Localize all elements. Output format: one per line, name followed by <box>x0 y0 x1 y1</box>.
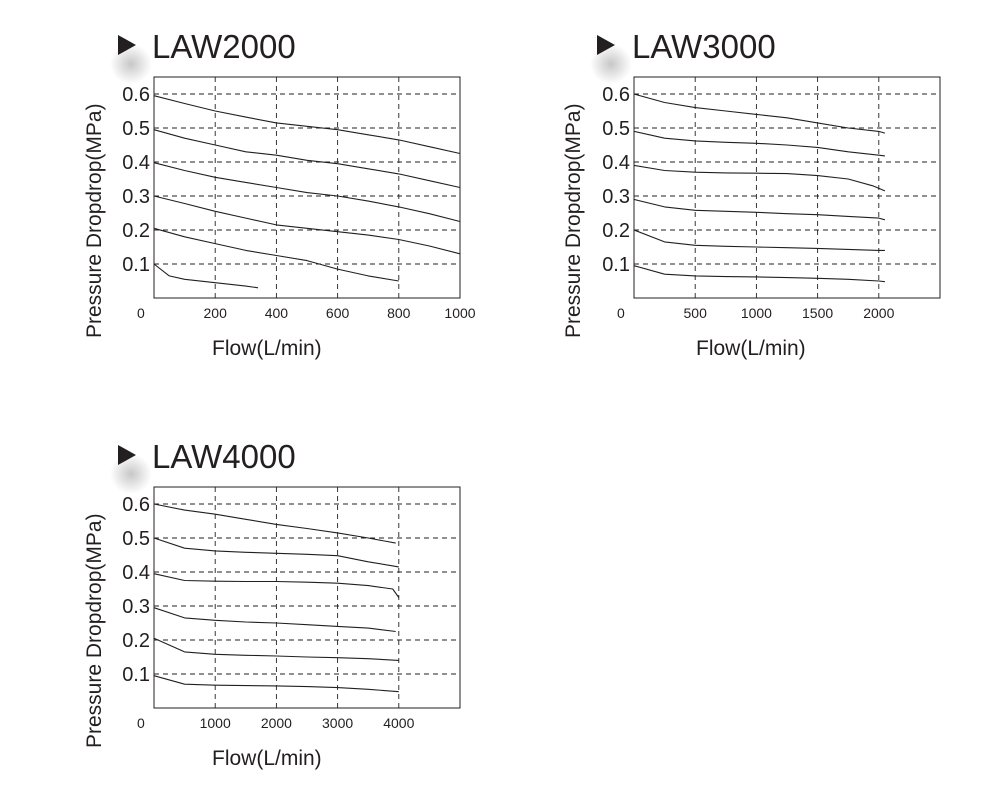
chart-plot-law4000: 0.1 0.2 0.3 0.4 0.5 0.6 0 1000 2000 3000 4000 <box>122 486 461 731</box>
x-tick-label: 4000 <box>383 715 414 731</box>
x-tick-label: 0 <box>617 305 625 321</box>
y-tick-label: 0.4 <box>122 152 150 174</box>
chart-title: LAW2000 <box>152 28 296 65</box>
chart-title: LAW3000 <box>632 28 776 65</box>
series-line-5 <box>153 637 399 661</box>
series-line-5 <box>633 229 885 251</box>
x-tick-label: 0 <box>137 305 145 321</box>
y-tick-label: 0.3 <box>122 186 150 208</box>
series-line-1 <box>153 95 461 155</box>
x-tick-label: 400 <box>265 305 289 321</box>
series-line-4 <box>153 607 396 633</box>
y-tick-label: 0.5 <box>602 118 630 140</box>
series-line-2 <box>153 537 399 568</box>
y-tick-label: 0.2 <box>122 630 150 652</box>
x-tick-label: 500 <box>684 305 708 321</box>
y-tick-label: 0.4 <box>122 562 150 584</box>
series-line-2 <box>633 130 885 157</box>
x-tick-label: 0 <box>137 715 145 731</box>
y-tick-label: 0.5 <box>122 118 150 140</box>
x-tick-label: 200 <box>204 305 228 321</box>
x-tick-label: 1500 <box>802 305 833 321</box>
series-line-3 <box>153 162 461 223</box>
y-tick-label: 0.1 <box>602 254 630 276</box>
chart-plot-law3000: 0.1 0.2 0.3 0.4 0.5 0.6 0 500 1000 1500 2000 <box>602 76 941 321</box>
x-tick-label: 1000 <box>200 715 231 731</box>
y-tick-label: 0.6 <box>602 84 630 106</box>
series-line-6 <box>153 263 259 289</box>
y-tick-label: 0.6 <box>122 494 150 516</box>
x-tick-label: 3000 <box>322 715 353 731</box>
play-triangle-icon <box>118 445 136 465</box>
series-line-6 <box>633 265 885 283</box>
x-tick-label: 2000 <box>863 305 894 321</box>
chart-plot-law2000: 0.1 0.2 0.3 0.4 0.5 0.6 0 200 400 600 800 1000 <box>122 76 476 321</box>
chart-title: LAW4000 <box>152 438 296 475</box>
series-line-3 <box>633 164 886 192</box>
y-tick-label: 0.5 <box>122 528 150 550</box>
series-line-4 <box>153 195 461 255</box>
y-tick-label: 0.1 <box>122 664 150 686</box>
plot-frame <box>153 486 461 709</box>
x-axis-label: Flow(L/min) <box>212 337 322 360</box>
plot-frame <box>633 76 941 299</box>
x-axis-label: Flow(L/min) <box>212 747 322 770</box>
x-axis-label: Flow(L/min) <box>696 337 806 360</box>
series-line-5 <box>153 227 399 282</box>
plot-frame <box>153 76 461 299</box>
y-tick-label: 0.3 <box>602 186 630 208</box>
series-line-1 <box>153 503 396 544</box>
x-tick-label: 800 <box>387 305 411 321</box>
series-line-1 <box>633 93 886 134</box>
x-tick-label: 1000 <box>741 305 772 321</box>
y-tick-label: 0.3 <box>122 596 150 618</box>
y-tick-label: 0.2 <box>122 220 150 242</box>
x-tick-label: 1000 <box>444 305 475 321</box>
series-line-2 <box>153 129 461 189</box>
series-line-6 <box>153 675 399 693</box>
y-tick-label: 0.4 <box>602 152 630 174</box>
series-line-3 <box>153 573 400 598</box>
play-triangle-icon <box>118 35 136 55</box>
x-tick-label: 2000 <box>261 715 292 731</box>
y-tick-label: 0.1 <box>122 254 150 276</box>
series-line-4 <box>633 198 886 221</box>
play-triangle-icon <box>597 35 615 55</box>
x-tick-label: 600 <box>326 305 350 321</box>
y-tick-label: 0.2 <box>602 220 630 242</box>
y-tick-label: 0.6 <box>122 84 150 106</box>
